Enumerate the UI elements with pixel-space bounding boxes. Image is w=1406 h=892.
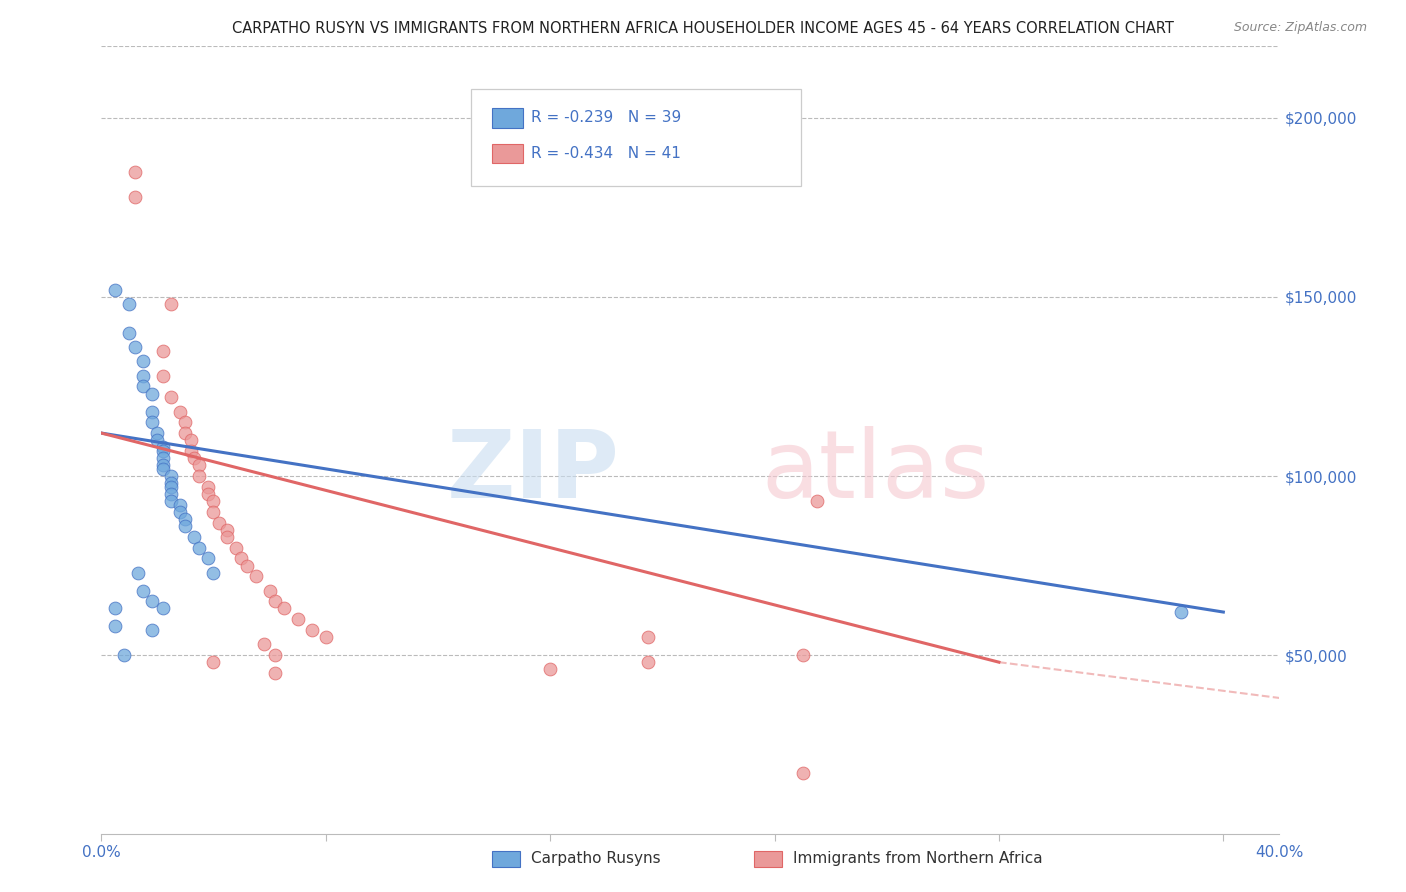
Point: [160, 487, 183, 501]
Text: R = -0.239   N = 39: R = -0.239 N = 39: [531, 111, 682, 125]
Point: [127, 566, 149, 580]
Text: 0.0%: 0.0%: [82, 846, 121, 860]
Point: [152, 368, 174, 383]
Point: [197, 551, 219, 566]
Point: [174, 512, 197, 526]
Point: [160, 480, 183, 494]
Point: [152, 601, 174, 615]
Point: [112, 648, 135, 662]
Point: [264, 648, 287, 662]
Point: [202, 566, 225, 580]
Point: [174, 425, 197, 440]
Point: [183, 451, 205, 466]
Point: [169, 404, 191, 418]
Point: [792, 648, 814, 662]
Point: [287, 612, 309, 626]
Text: Source: ZipAtlas.com: Source: ZipAtlas.com: [1233, 21, 1367, 34]
Point: [197, 487, 219, 501]
Text: CARPATHO RUSYN VS IMMIGRANTS FROM NORTHERN AFRICA HOUSEHOLDER INCOME AGES 45 - 6: CARPATHO RUSYN VS IMMIGRANTS FROM NORTHE…: [232, 21, 1174, 36]
Point: [104, 619, 127, 633]
Point: [180, 434, 202, 448]
Point: [152, 462, 174, 476]
Point: [160, 297, 183, 311]
Text: R = -0.434   N = 41: R = -0.434 N = 41: [531, 146, 682, 161]
Point: [315, 630, 337, 644]
Point: [637, 630, 659, 644]
Point: [264, 665, 287, 680]
Point: [245, 569, 267, 583]
Point: [141, 594, 163, 608]
Point: [301, 623, 323, 637]
Point: [146, 425, 169, 440]
Text: 40.0%: 40.0%: [1256, 846, 1303, 860]
Point: [132, 379, 155, 393]
Point: [124, 190, 146, 204]
Point: [806, 494, 828, 508]
Point: [217, 523, 239, 537]
Point: [160, 390, 183, 404]
Text: atlas: atlas: [761, 425, 990, 517]
Point: [183, 530, 205, 544]
Point: [637, 655, 659, 669]
Point: [152, 441, 174, 455]
Point: [141, 404, 163, 418]
Point: [152, 451, 174, 466]
Text: Carpatho Rusyns: Carpatho Rusyns: [531, 852, 661, 866]
Point: [132, 583, 155, 598]
Point: [174, 519, 197, 533]
Point: [259, 583, 281, 598]
Point: [180, 444, 202, 458]
Point: [217, 530, 239, 544]
Point: [104, 601, 127, 615]
Point: [124, 164, 146, 178]
Point: [141, 623, 163, 637]
Point: [253, 637, 276, 651]
Point: [118, 326, 141, 340]
Point: [231, 551, 253, 566]
Point: [538, 662, 561, 676]
Point: [264, 594, 287, 608]
Point: [225, 541, 247, 555]
Point: [208, 516, 231, 530]
Point: [188, 458, 211, 473]
Point: [197, 480, 219, 494]
Point: [104, 283, 127, 297]
Point: [160, 476, 183, 491]
Point: [202, 494, 225, 508]
Point: [188, 469, 211, 483]
Point: [118, 297, 141, 311]
Point: [169, 505, 191, 519]
Point: [152, 343, 174, 358]
Point: [202, 655, 225, 669]
Text: Immigrants from Northern Africa: Immigrants from Northern Africa: [793, 852, 1043, 866]
Point: [1170, 605, 1192, 619]
Point: [169, 498, 191, 512]
Point: [152, 458, 174, 473]
Text: ZIP: ZIP: [447, 425, 620, 517]
Point: [236, 558, 259, 573]
Point: [792, 766, 814, 780]
Point: [146, 434, 169, 448]
Point: [141, 386, 163, 401]
Point: [174, 415, 197, 429]
Point: [141, 415, 163, 429]
Point: [160, 469, 183, 483]
Point: [160, 494, 183, 508]
Point: [124, 340, 146, 354]
Point: [188, 541, 211, 555]
Point: [152, 444, 174, 458]
Point: [202, 505, 225, 519]
Point: [132, 354, 155, 368]
Point: [273, 601, 295, 615]
Point: [132, 368, 155, 383]
